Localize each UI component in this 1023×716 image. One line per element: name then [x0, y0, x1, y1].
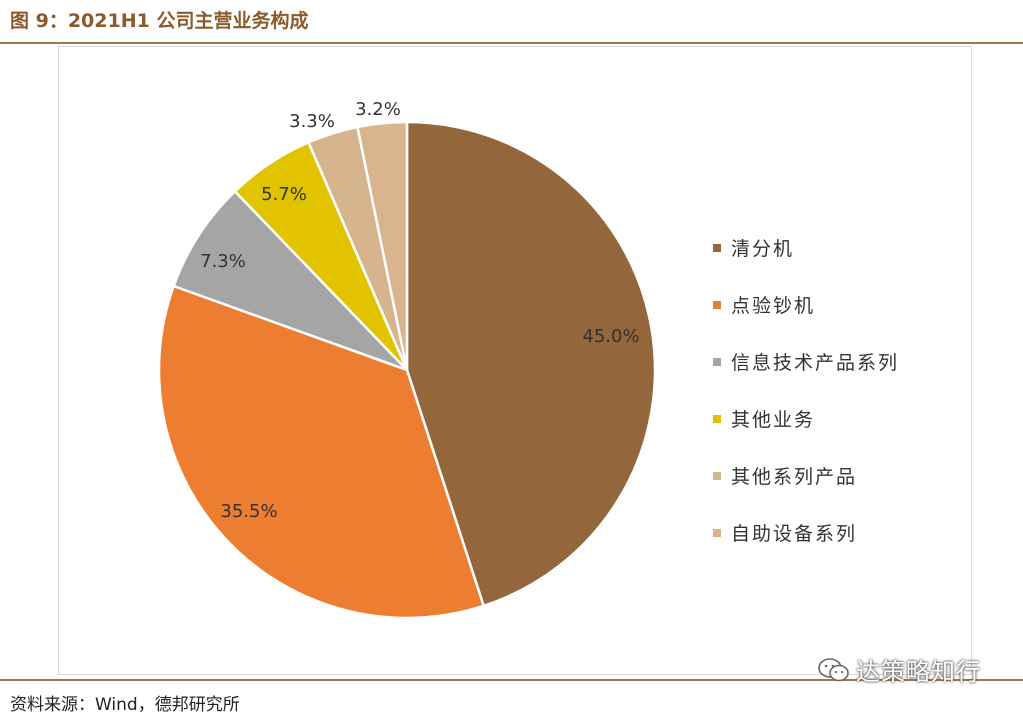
slice-label-4: 5.7% — [261, 184, 307, 205]
legend-label: 其他业务 — [731, 409, 816, 431]
legend-label: 点验钞机 — [731, 295, 816, 317]
legend-item-6: 自助设备系列 — [713, 504, 899, 561]
top-divider — [0, 42, 1023, 44]
chart-legend: 清分机点验钞机信息技术产品系列 其他业务其他系列产品 自助设备系列 — [713, 219, 899, 561]
wechat-icon — [818, 657, 849, 681]
legend-swatch — [713, 471, 721, 480]
legend-label: 其他系列产品 — [731, 466, 858, 488]
watermark: 达策略知行 — [818, 652, 981, 687]
slice-label-5: 3.3% — [289, 111, 335, 132]
legend-item-2: 点验钞机 — [713, 276, 899, 333]
bottom-divider — [0, 679, 1023, 681]
slice-label-6: 3.2% — [355, 99, 401, 120]
pie-chart: 45.0% 35.5% 7.3% 5.7% 3.3% 3.2% — [157, 99, 657, 620]
pie-slice-3 — [172, 189, 408, 372]
slice-label-1: 45.0% — [582, 326, 639, 347]
figure-title: 图 9：2021H1 公司主营业务构成 — [10, 10, 309, 32]
slice-label-3: 7.3% — [200, 251, 246, 272]
legend-swatch — [713, 243, 721, 252]
legend-item-4: 其他业务 — [713, 390, 899, 447]
legend-swatch — [713, 357, 721, 366]
slice-label-2: 35.5% — [220, 501, 277, 522]
chart-area: 45.0% 35.5% 7.3% 5.7% 3.3% 3.2% 清分机点验钞机信息技术产品… — [58, 46, 972, 675]
pie-slice-1 — [405, 120, 657, 608]
legend-item-3: 信息技术产品系列 — [713, 333, 899, 390]
legend-label: 清分机 — [731, 238, 795, 260]
legend-swatch — [713, 528, 721, 537]
watermark-text: 达策略知行 — [856, 658, 981, 686]
legend-item-1: 清分机 — [713, 219, 899, 276]
legend-swatch — [713, 300, 721, 309]
legend-swatch — [713, 414, 721, 423]
legend-label: 信息技术产品系列 — [731, 352, 900, 374]
pie-slice-6 — [355, 120, 409, 371]
legend-label: 自助设备系列 — [731, 523, 858, 545]
legend-item-5: 其他系列产品 — [713, 447, 899, 504]
source-note: 资料来源：Wind，德邦研究所 — [10, 695, 240, 715]
